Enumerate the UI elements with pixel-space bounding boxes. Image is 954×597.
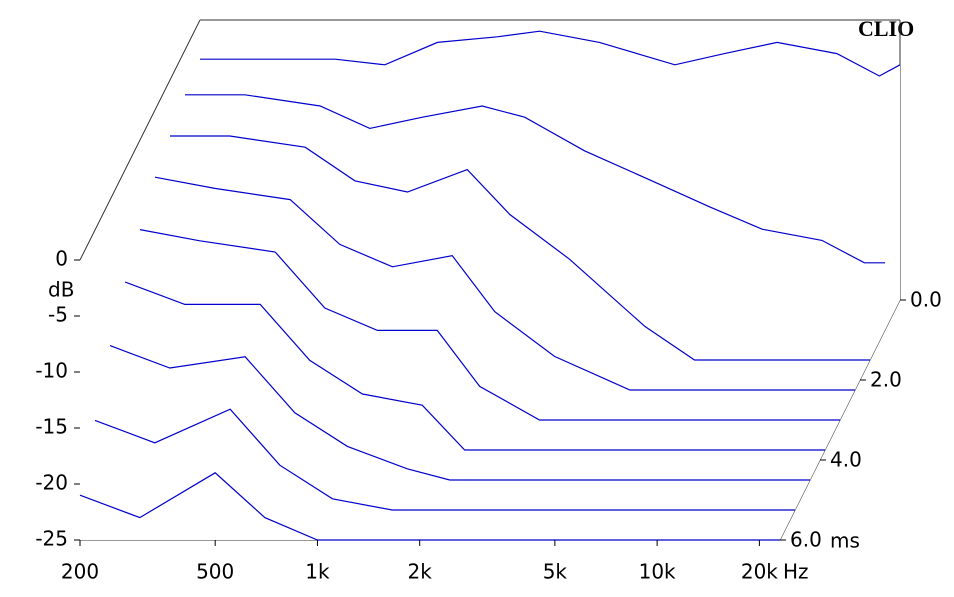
slice-fill: [110, 345, 810, 480]
x-tick-label: 200: [61, 560, 99, 584]
slice-line: [79, 472, 780, 541]
z-tick-label: 0.0: [910, 288, 942, 312]
slice-fill: [95, 409, 795, 510]
y-tick-label: -25: [35, 527, 68, 551]
x-tick-label: 20k: [741, 560, 778, 584]
x-tick-label: 500: [196, 560, 234, 584]
frame-line: [79, 19, 201, 261]
slice-fill: [125, 282, 825, 450]
y-tick-label: -5: [48, 303, 68, 327]
x-tick-label: 5k: [543, 560, 568, 584]
y-tick-label: -20: [35, 471, 68, 495]
slice-line: [109, 345, 810, 481]
x-tick-label: 2k: [408, 560, 433, 584]
slice-line: [124, 281, 825, 451]
slice-line: [185, 94, 885, 264]
y-tick-label: 0: [55, 247, 68, 271]
z-tick-label: 4.0: [830, 448, 862, 472]
z-tick-label: 6.0: [790, 528, 822, 552]
y-tick-label: -15: [35, 415, 68, 439]
y-tick-label: -10: [35, 359, 68, 383]
x-tick-label: 10k: [639, 560, 676, 584]
x-unit: Hz: [783, 560, 809, 584]
slice-line: [139, 229, 840, 421]
z-tick-label: 2.0: [870, 368, 902, 392]
slice-fill: [80, 472, 780, 540]
slice-line: [154, 176, 855, 391]
x-tick-label: 1k: [305, 560, 330, 584]
z-unit: ms: [830, 529, 860, 553]
y-unit: dB: [48, 278, 74, 302]
slice-line: [200, 30, 901, 77]
slice-line: [94, 408, 795, 511]
slice-line: [170, 135, 870, 361]
